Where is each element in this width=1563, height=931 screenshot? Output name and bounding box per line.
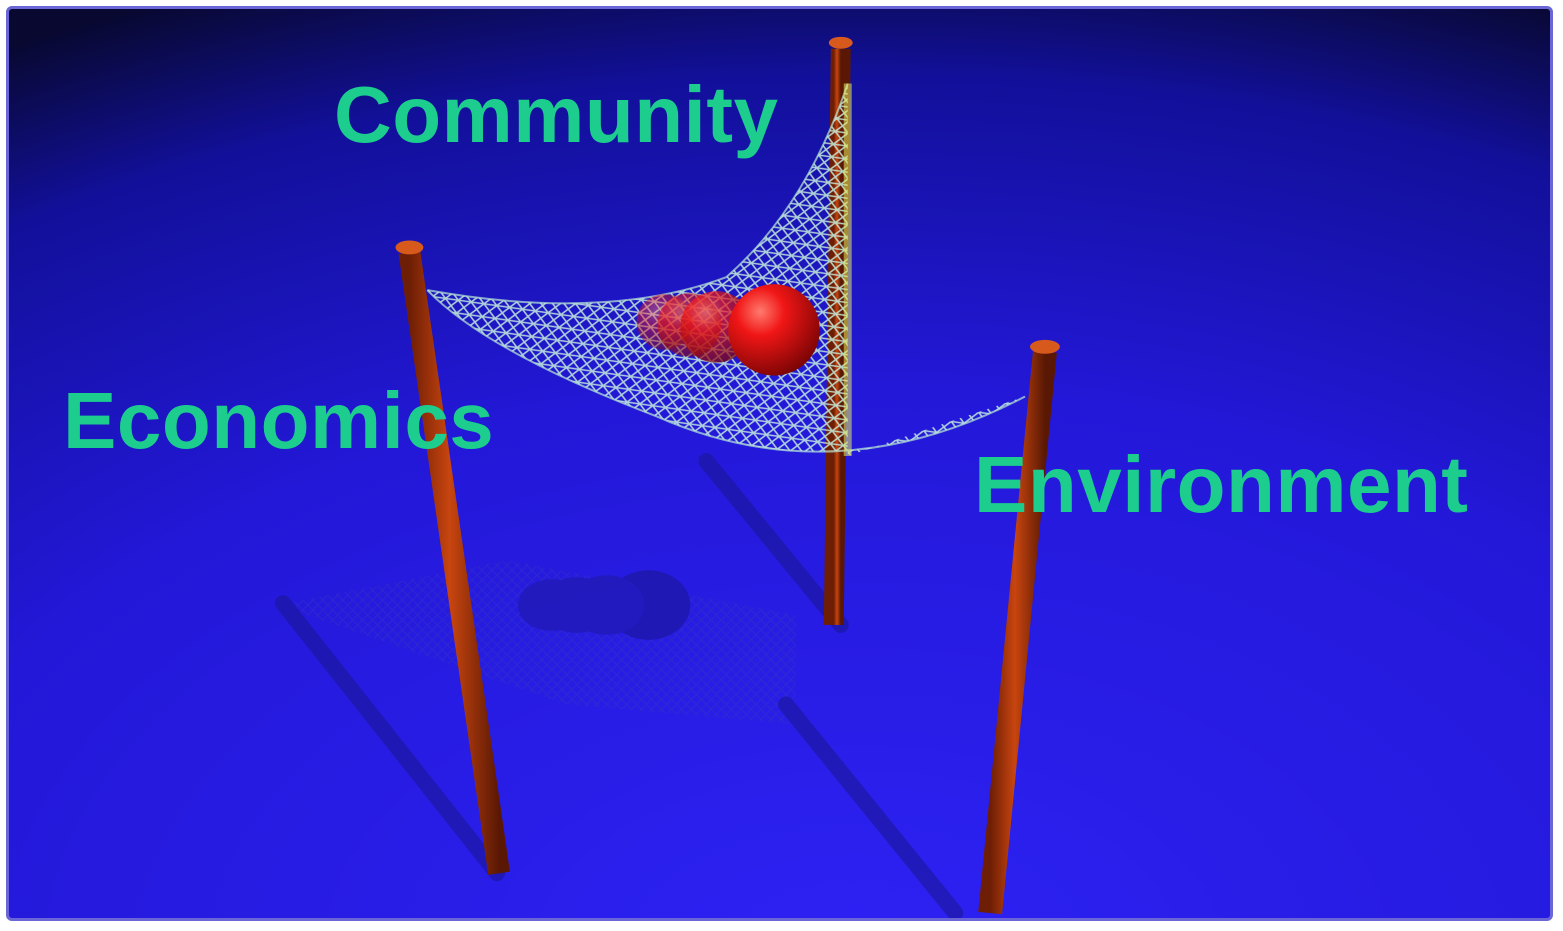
pole-icon <box>978 339 1060 915</box>
net-icon <box>426 83 1026 457</box>
label-economics: Economics <box>63 376 495 465</box>
label-community: Community <box>334 70 779 159</box>
ball-icon <box>636 284 820 376</box>
pole-icon <box>395 240 510 875</box>
label-environment: Environment <box>974 440 1469 529</box>
three-poles-net-illustration <box>9 9 1550 918</box>
slide-frame: Community Economics Environment <box>6 6 1553 921</box>
shadow-icon <box>274 453 964 918</box>
background <box>9 9 1550 918</box>
